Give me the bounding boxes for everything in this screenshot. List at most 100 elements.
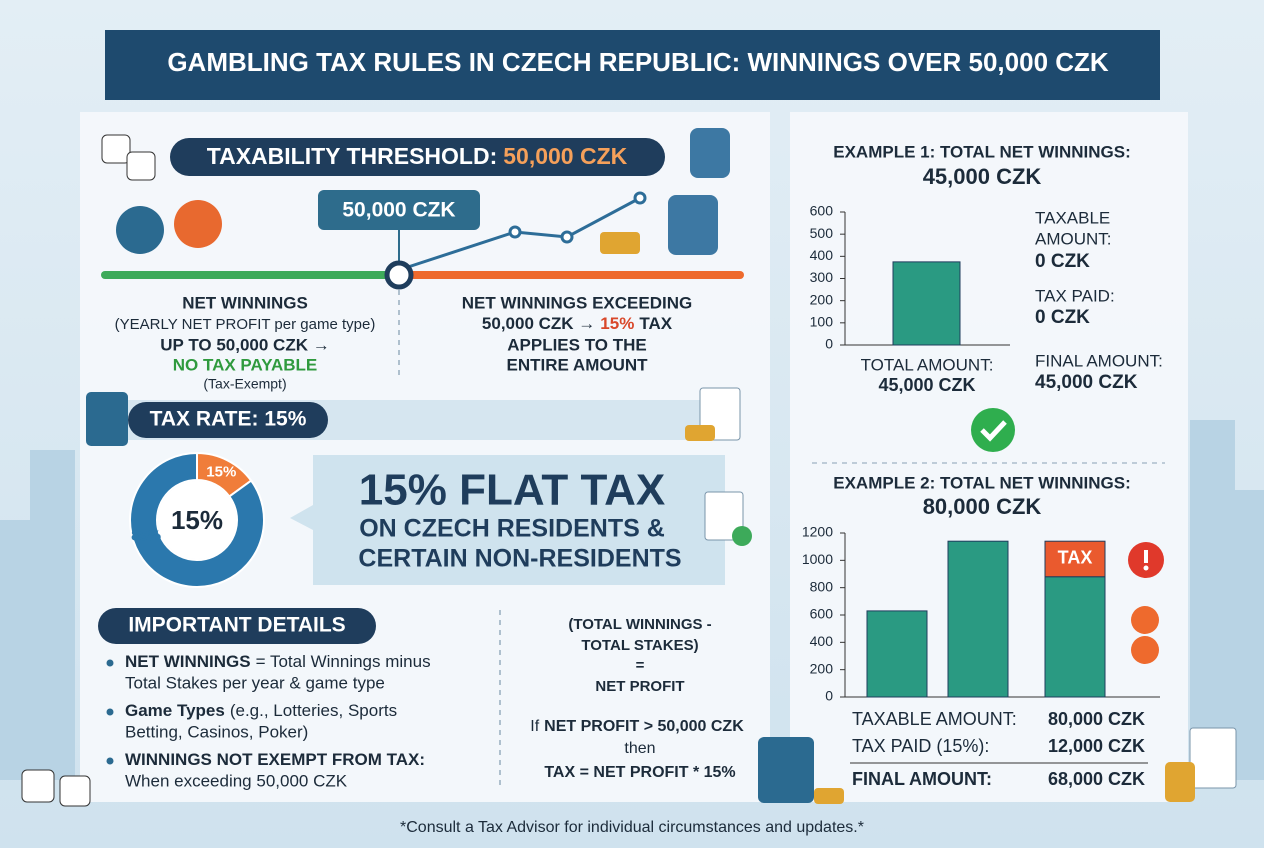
bullet [106, 659, 114, 667]
coins-docs-icon [1165, 727, 1237, 802]
example1-total: 45,000 CZK [878, 375, 975, 395]
bar [947, 540, 1009, 698]
bullet [106, 708, 114, 716]
y-tick-label: 400 [810, 633, 834, 649]
threshold-amount: 50,000 CZK [503, 143, 627, 169]
example2-chart: 0 200 400 600 800 1000 1200 TAX [802, 524, 1160, 704]
right-tax: TAX [639, 314, 672, 333]
trend-points [508, 191, 647, 244]
example1-taxable-label2: AMOUNT: [1035, 229, 1112, 248]
donut-hole [158, 481, 236, 559]
formula-if: If NET PROFIT > 50,000 CZK [530, 718, 744, 735]
header-title: GAMBLING TAX RULES IN CZECH REPUBLIC: WI… [167, 47, 1109, 77]
left-line1: NET WINNINGS [182, 293, 308, 312]
formula-condition: NET PROFIT > 50,000 CZK [544, 718, 744, 735]
segment-label: TAX [1058, 548, 1093, 568]
example2-taxable-label: TAXABLE AMOUNT: [852, 709, 1017, 729]
threshold-label-text: TAXABILITY THRESHOLD: [207, 143, 497, 169]
details-pill [98, 608, 376, 644]
example1-tax-paid-label: TAX PAID: [1035, 286, 1115, 305]
dice-icon [101, 134, 156, 181]
right-rate: 15% [600, 314, 634, 333]
right-line4: ENTIRE AMOUNT [506, 355, 648, 374]
y-tick-label: 800 [810, 578, 834, 594]
formula-line1: (TOTAL WINNINGS - [568, 616, 711, 633]
y-tick-label: 600 [810, 203, 834, 219]
y-tick-label: 300 [810, 269, 834, 285]
document-icon [685, 387, 741, 441]
donut-label: 15% [206, 463, 236, 480]
tax-segment [1044, 540, 1106, 578]
flat-tax-sub2: CERTAIN NON-RESIDENTS [358, 545, 681, 573]
donut-slice [129, 451, 265, 588]
marker-label: 50,000 CZK [342, 199, 455, 222]
chips-icon [116, 200, 222, 254]
formula-then: then [624, 740, 655, 757]
y-tick-label: 200 [810, 291, 834, 307]
alert-icon [1128, 542, 1164, 578]
y-tick-label: 1000 [802, 551, 833, 567]
example2-tax-paid: 12,000 CZK [1048, 736, 1145, 756]
formula-equals: = [636, 657, 645, 674]
example1-taxable-label1: TAXABLE [1035, 208, 1110, 227]
detail-line1: WINNINGS NOT EXEMPT FROM TAX: [125, 750, 425, 769]
calculator-icon [86, 392, 128, 446]
left-line4: NO TAX PAYABLE [173, 355, 318, 374]
example1-title: EXAMPLE 1: TOTAL NET WINNINGS: [833, 142, 1131, 161]
right-panel [790, 112, 1188, 802]
example1-chart: 0 100 200 300 400 500 600 [810, 203, 1010, 352]
detail-rest: (e.g., Lotteries, Sports [230, 701, 397, 720]
donut-chart: 15% 85% 15% [129, 451, 265, 588]
example1-final-label: FINAL AMOUNT: [1035, 351, 1163, 370]
tax-rate-label: TAX RATE: 15% [150, 408, 307, 431]
detail-bold: Game Types [125, 701, 225, 720]
detail-line2: When exceeding 50,000 CZK [125, 771, 348, 790]
right-line3: APPLIES TO THE [507, 335, 647, 354]
footer-note: *Consult a Tax Advisor for individual ci… [400, 819, 864, 836]
formula-result: NET PROFIT [595, 678, 684, 695]
detail-line2: Total Stakes per year & game type [125, 673, 385, 692]
example2-amount: 80,000 CZK [923, 494, 1042, 519]
example2-tax-paid-label: TAX PAID (15%): [852, 736, 989, 756]
left-line5: (Tax-Exempt) [203, 376, 286, 392]
y-tick-label: 100 [810, 314, 834, 330]
example2-final-label: FINAL AMOUNT: [852, 769, 992, 789]
flat-tax-sub1: ON CZECH RESIDENTS & [359, 515, 665, 543]
detail-line2: Betting, Casinos, Poker) [125, 722, 308, 741]
coin-icons [1131, 606, 1159, 664]
example2-taxable: 80,000 CZK [1048, 709, 1145, 729]
right-line1: NET WINNINGS EXCEEDING [462, 293, 692, 312]
example1-final: 45,000 CZK [1035, 372, 1138, 393]
threshold-label: TAXABILITY THRESHOLD: 50,000 CZK [207, 143, 628, 169]
flat-tax-headline: 15% FLAT TAX [359, 466, 665, 515]
details-title: IMPORTANT DETAILS [128, 614, 345, 637]
checklist-icon [704, 491, 752, 546]
example1-total-label: TOTAL AMOUNT: [861, 355, 994, 374]
example1-taxable: 0 CZK [1035, 251, 1090, 272]
formula-if-word: If [530, 718, 539, 735]
detail-bold: NET WINNINGS [125, 652, 251, 671]
marker-box [318, 190, 480, 230]
left-line3: UP TO 50,000 CZK → [160, 335, 329, 354]
left-line2: (YEARLY NET PROFIT per game type) [115, 316, 376, 333]
detail-line1: NET WINNINGS = Total Winnings minus [125, 652, 431, 671]
example2-title: EXAMPLE 2: TOTAL NET WINNINGS: [833, 473, 1131, 492]
detail-line1: Game Types (e.g., Lotteries, Sports [125, 701, 397, 720]
y-tick-label: 0 [825, 688, 833, 704]
y-tick-label: 1200 [802, 524, 833, 540]
y-tick-label: 600 [810, 606, 834, 622]
bar [866, 610, 928, 698]
detail-rest: = Total Winnings minus [256, 652, 431, 671]
callout-box [290, 455, 725, 585]
example1-amount: 45,000 CZK [923, 164, 1042, 189]
y-tick-label: 0 [825, 336, 833, 352]
dice-icon-bottom [21, 769, 91, 807]
right-line2-text: 50,000 CZK → [482, 314, 595, 333]
bar [1044, 576, 1106, 698]
donut-center: 15% [171, 505, 223, 535]
right-line2: 50,000 CZK → 15% TAX [482, 314, 673, 333]
y-tick-label: 400 [810, 247, 834, 263]
example2-final: 68,000 CZK [1048, 769, 1145, 789]
